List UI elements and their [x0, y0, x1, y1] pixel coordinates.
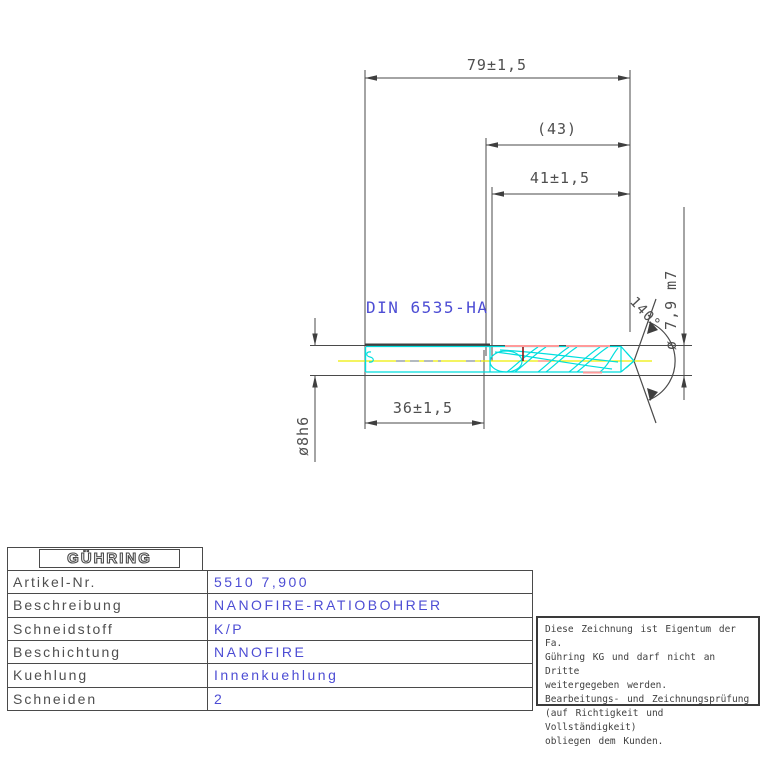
dim-shank-length: 36±1,5 — [392, 399, 454, 417]
notice-text: Diese Zeichnung ist Eigentum der Fa. Güh… — [545, 624, 750, 747]
row-label: Beschreibung — [8, 594, 208, 617]
coolant-symbol — [366, 351, 374, 363]
table-row: Schneiden 2 — [8, 687, 532, 710]
row-label: Schneiden — [8, 687, 208, 710]
dim-overall-length: 79±1,5 — [466, 56, 528, 74]
point-angle-annotation — [633, 298, 676, 424]
row-value: NANOFIRE — [214, 644, 307, 661]
ownership-notice: Diese Zeichnung ist Eigentum der Fa. Güh… — [536, 616, 760, 747]
row-label: Beschichtung — [8, 640, 208, 664]
margin-highlights — [505, 345, 610, 374]
row-value: Innenkuehlung — [214, 667, 339, 684]
title-block-table: Artikel-Nr. 5510 7,900 Beschreibung NANO… — [7, 570, 533, 711]
title-block-header: GÜHRING — [7, 547, 203, 571]
logo-box: GÜHRING — [39, 549, 180, 568]
drill-shank — [364, 343, 621, 373]
row-label: Artikel-Nr. — [8, 571, 208, 594]
dimension-lines — [310, 70, 692, 462]
table-row: Beschreibung NANOFIRE-RATIOBOHRER — [8, 594, 532, 618]
standard-label: DIN 6535-HA — [366, 298, 489, 317]
row-value: NANOFIRE-RATIOBOHRER — [214, 597, 443, 614]
table-row: Beschichtung NANOFIRE — [8, 640, 532, 665]
dim-flute-length: 41±1,5 — [529, 169, 591, 187]
dim-flute-length-ref: (43) — [536, 120, 578, 138]
row-value: 5510 7,900 — [214, 574, 310, 591]
drill-flutes — [489, 346, 635, 373]
table-row: Artikel-Nr. 5510 7,900 — [8, 571, 532, 595]
row-value: 2 — [214, 690, 225, 707]
dimension-arrows — [312, 75, 687, 426]
row-label: Kuehlung — [8, 664, 208, 687]
guehring-logo: GÜHRING — [67, 550, 152, 567]
table-row: Kuehlung Innenkuehlung — [8, 664, 532, 688]
dim-shank-diameter: ø8h6 — [294, 415, 312, 456]
row-label: Schneidstoff — [8, 617, 208, 640]
row-value: K/P — [214, 620, 245, 637]
table-row: Schneidstoff K/P — [8, 617, 532, 641]
